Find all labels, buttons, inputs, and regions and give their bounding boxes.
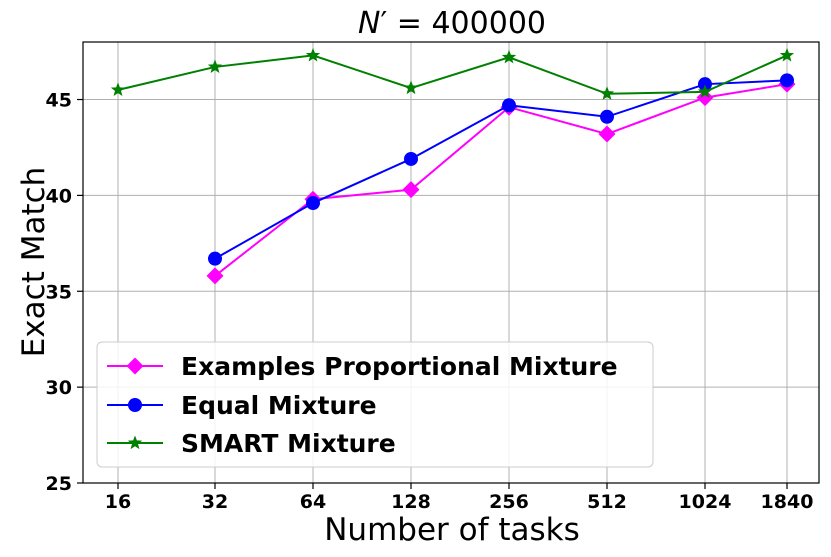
series-2-point-32 — [208, 251, 222, 266]
y-tick-label-40: 40 — [46, 185, 72, 207]
series-2-point-512 — [600, 109, 614, 124]
series-1-point-128 — [402, 181, 420, 199]
x-tick-label-64: 64 — [300, 491, 326, 513]
series-layer — [110, 47, 796, 285]
series-1-point-1024 — [696, 89, 714, 107]
y-tick-label-30: 30 — [46, 377, 72, 399]
series-2-point-256 — [502, 98, 516, 113]
series-2 — [208, 73, 794, 266]
series-3-point-32 — [207, 59, 223, 73]
series-3-point-1024 — [697, 84, 713, 98]
chart-title: N′ = 400000 — [358, 6, 546, 41]
x-tick-label-32: 32 — [202, 491, 228, 513]
legend-entry-3: SMART Mixture — [107, 429, 396, 458]
y-tick-label-35: 35 — [46, 281, 72, 303]
series-2-point-1024 — [698, 77, 712, 92]
series-3-point-16 — [110, 82, 126, 96]
series-3-point-1840 — [779, 47, 795, 62]
series-1-point-32 — [206, 267, 224, 285]
series-3-point-128 — [403, 80, 419, 95]
title-prime: ′ — [380, 6, 387, 41]
x-tick-label-1840: 1840 — [761, 491, 814, 513]
legend-label-1: Examples Proportional Mixture — [181, 352, 618, 381]
series-2-point-64 — [306, 196, 320, 211]
legend: Examples Proportional Mixture Equal Mixtu… — [96, 341, 654, 468]
series-2-point-128 — [404, 151, 418, 166]
x-tick-label-1024: 1024 — [679, 491, 732, 513]
series-3-point-512 — [599, 86, 615, 100]
y-tick-label-25: 25 — [46, 473, 72, 495]
title-variable: N — [358, 6, 380, 41]
y-axis-ticks: 25 30 35 40 45 — [46, 90, 83, 495]
legend-marker-3 — [127, 435, 143, 450]
plot-frame — [82, 41, 820, 484]
x-tick-label-128: 128 — [391, 491, 431, 513]
series-1-line — [214, 83, 788, 277]
legend-entries: Examples Proportional Mixture Equal Mixtu… — [107, 352, 618, 458]
legend-label-3: SMART Mixture — [181, 429, 396, 458]
y-axis-label: Exact Match — [16, 167, 52, 358]
series-2-point-1840 — [780, 73, 794, 88]
series-3-point-64 — [305, 47, 321, 62]
series-3 — [110, 47, 795, 100]
legend-entry-2: Equal Mixture — [107, 391, 377, 420]
y-tick-label-45: 45 — [46, 90, 72, 112]
series-1 — [206, 75, 796, 285]
series-3-line — [117, 54, 788, 95]
title-value: = 400000 — [387, 6, 546, 41]
legend-marker-2 — [128, 398, 142, 412]
x-axis-label: Number of tasks — [324, 512, 580, 548]
legend-label-2: Equal Mixture — [181, 391, 377, 420]
legend-entry-1: Examples Proportional Mixture — [107, 352, 618, 381]
x-tick-label-16: 16 — [105, 491, 131, 513]
series-3-point-256 — [501, 49, 517, 64]
x-tick-label-512: 512 — [587, 491, 627, 513]
x-tick-label-256: 256 — [489, 491, 529, 513]
series-1-point-512 — [598, 125, 616, 143]
x-axis-ticks: 16 32 64 128 256 512 1024 1840 — [105, 483, 814, 513]
legend-frame — [96, 341, 654, 468]
legend-marker-1 — [126, 357, 144, 375]
